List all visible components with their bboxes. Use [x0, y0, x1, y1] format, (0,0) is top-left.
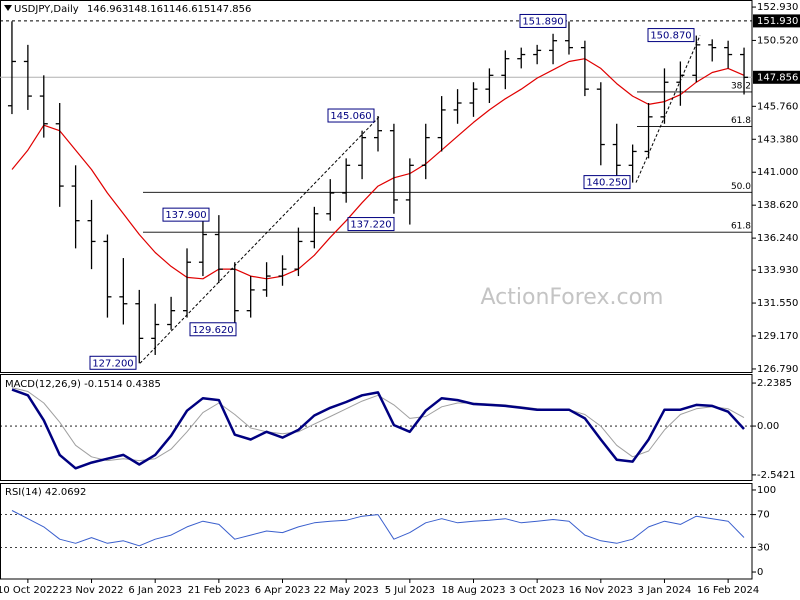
y-tick-label: 129.170: [757, 331, 798, 342]
y-tick-label: 133.930: [757, 265, 798, 276]
y-tick-label: -2.5421: [757, 470, 796, 481]
price-mark-box: [753, 14, 800, 28]
price-mark-label: 151.930: [757, 16, 798, 27]
y-tick-label: 152.930: [757, 2, 798, 13]
y-tick-label: 138.620: [757, 200, 798, 211]
price-mark-label: 147.856: [757, 72, 798, 83]
chart-title: USDJPY,Daily: [14, 4, 79, 15]
rsi-line: [11, 510, 745, 547]
x-tick-label: 23 Nov 2022: [60, 585, 124, 596]
header-value: 146.963: [87, 4, 128, 15]
rsi-panel-frame: [0, 483, 753, 580]
x-tick-label: 16 Nov 2023: [569, 585, 633, 596]
fib-label: 61.8: [731, 116, 751, 126]
annotation-box: [189, 322, 237, 337]
watermark: ActionForex.com: [481, 285, 664, 310]
y-tick-label: 70: [757, 510, 770, 521]
x-tick-label: 18 Aug 2023: [441, 585, 505, 596]
y-tick-label: 0.00: [757, 421, 779, 432]
annotation-label: 129.620: [192, 325, 233, 336]
header-value: 148.161: [128, 4, 169, 15]
trend-line: [139, 115, 381, 364]
price-panel-frame: [0, 0, 753, 373]
moving-average: [11, 58, 745, 280]
fib-label: 50.0: [731, 182, 751, 192]
annotation-label: 150.870: [650, 31, 691, 42]
macd-line: [11, 388, 745, 470]
y-tick-label: 136.240: [757, 233, 798, 244]
y-tick-label: 150.520: [757, 35, 798, 46]
x-tick-label: 21 Feb 2023: [188, 585, 250, 596]
x-tick-label: 16 Feb 2024: [697, 585, 759, 596]
annotation-label: 137.900: [165, 210, 206, 221]
x-tick-label: 3 Oct 2023: [509, 585, 564, 596]
y-tick-label: 131.550: [757, 298, 798, 309]
annotation-label: 140.250: [586, 178, 627, 189]
y-tick-label: 2.2385: [757, 378, 792, 389]
header-value: 146.615: [169, 4, 210, 15]
annotation-label: 127.200: [92, 358, 133, 369]
y-tick-label: 100: [757, 485, 776, 496]
annotation-box: [162, 207, 210, 222]
y-tick-label: 145.760: [757, 101, 798, 112]
y-tick-label: 30: [757, 542, 770, 553]
macd-title: MACD(12,26,9) -0.1514 0.4385: [5, 379, 161, 390]
header-value: 147.856: [210, 4, 251, 15]
y-tick-label: 143.380: [757, 134, 798, 145]
annotation-box: [647, 28, 695, 43]
x-tick-label: 3 Jan 2024: [638, 585, 692, 596]
annotation-label: 145.060: [330, 111, 371, 122]
y-tick-label: 126.790: [757, 364, 798, 375]
annotation-box: [327, 108, 375, 123]
annotation-box: [519, 13, 567, 28]
macd-panel-frame: [0, 374, 753, 481]
x-tick-label: 22 May 2023: [314, 585, 379, 596]
trend-line: [635, 35, 701, 183]
annotation-label: 137.220: [350, 220, 391, 231]
annotation-box: [89, 355, 137, 370]
y-tick-label: 0: [757, 567, 763, 578]
fib-label: 61.8: [731, 222, 751, 232]
annotation-box: [583, 175, 631, 190]
dropdown-icon: [4, 5, 12, 11]
annotation-label: 151.890: [522, 16, 563, 27]
rsi-title: RSI(14) 42.0692: [5, 487, 86, 498]
x-tick-label: 6 Jan 2023: [128, 585, 182, 596]
x-tick-label: 6 Apr 2023: [255, 585, 310, 596]
x-tick-label: 10 Oct 2022: [0, 585, 59, 596]
x-tick-label: 5 Jul 2023: [385, 585, 435, 596]
price-mark-box: [753, 70, 800, 84]
fib-label: 38.2: [731, 81, 751, 91]
annotation-box: [347, 217, 395, 232]
y-tick-label: 141.000: [757, 167, 798, 178]
